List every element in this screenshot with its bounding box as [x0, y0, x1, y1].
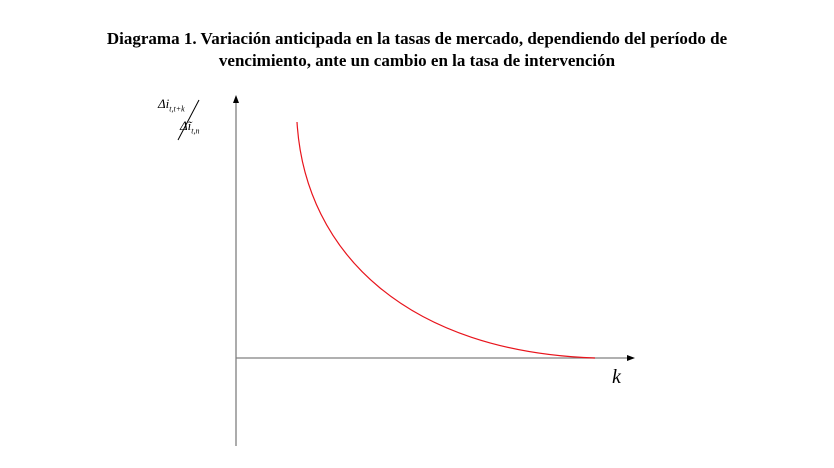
y-label-fraction-slash [177, 99, 200, 141]
diagram-title: Diagrama 1. Variación anticipada en la t… [0, 28, 834, 72]
x-axis-label: k [612, 366, 621, 388]
y-axis-arrow [233, 95, 239, 103]
title-line-1: Diagrama 1. Variación anticipada en la t… [106, 29, 728, 48]
y-label-denominator: Δĩt,n [180, 118, 200, 136]
x-axis-arrow [627, 355, 635, 361]
response-curve [296, 121, 596, 359]
title-line-2: vencimiento, ante un cambio en la tasa d… [218, 51, 616, 70]
y-label-numerator: Δit,t+k [158, 96, 185, 114]
